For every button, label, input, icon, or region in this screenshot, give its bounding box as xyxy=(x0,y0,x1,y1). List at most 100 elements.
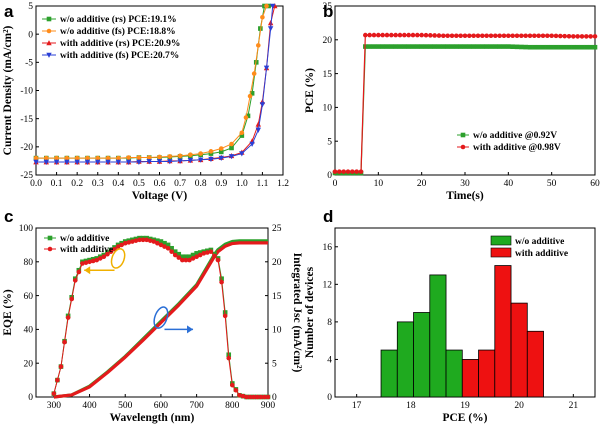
eqe-series-1-point xyxy=(187,257,192,263)
stability-series-1-point xyxy=(540,33,546,39)
x-tick-label: 1.0 xyxy=(236,179,248,189)
stability-series-1-point xyxy=(458,33,463,39)
jv-series-0-point xyxy=(229,145,234,151)
stability-series-0-line xyxy=(335,45,595,174)
stability-series-0-point xyxy=(389,44,394,49)
jv-series-1-point xyxy=(218,146,224,151)
legend-marker xyxy=(47,246,53,252)
stability-series-1-point xyxy=(358,169,364,174)
x-tick-label: 0.0 xyxy=(30,179,42,189)
stability-series-0-point xyxy=(497,44,502,49)
eqe-series-1-point xyxy=(72,278,78,283)
x-tick-label: 700 xyxy=(189,401,204,411)
jv-series-0-point xyxy=(239,133,245,138)
eqe-series-1-point xyxy=(205,250,210,255)
stability-series-1-point xyxy=(527,33,533,39)
jv-series-3-point xyxy=(228,154,235,160)
eqe-series-1-point xyxy=(101,254,107,260)
histogram-bar-1 xyxy=(478,349,496,398)
panel-d-histogram: 17 18 19 20 21 0 4 8 12 16 PCE (%) Number of device… xyxy=(304,227,596,424)
jv-series-3-point xyxy=(136,159,142,165)
stability-series-0-point xyxy=(510,44,515,49)
stability-series-1-point xyxy=(376,32,381,38)
y2-tick-label: 0 xyxy=(272,393,277,403)
stability-series-1-point xyxy=(406,32,411,38)
eqe-series-1-point xyxy=(169,249,174,254)
panel-a-letter: a xyxy=(4,2,14,21)
eqe-axis-ellipse xyxy=(110,248,126,269)
panel-c-letter: c xyxy=(4,207,13,226)
y-tick-label: 0 xyxy=(28,30,33,40)
panel-b-stability-chart: 0 10 20 30 40 50 60 0 5 10 15 20 25 Time(s) PCE (%) w/o… xyxy=(304,2,600,202)
stability-series-0-point xyxy=(514,44,520,50)
stability-series-1-point xyxy=(493,33,498,39)
jsc-axis-arrowhead xyxy=(187,325,194,334)
stability-series-0-point xyxy=(566,44,572,50)
eqe-series-0-point xyxy=(155,238,160,243)
eqe-series-1-point xyxy=(80,261,85,266)
stability-series-0-point xyxy=(549,44,554,50)
stability-series-1-point xyxy=(363,32,368,38)
stability-series-0-point xyxy=(393,44,398,49)
stability-series-1-point xyxy=(532,33,537,39)
jv-series-3-point xyxy=(249,141,255,147)
jv-series-3-point xyxy=(125,159,132,165)
stability-series-0-point xyxy=(501,44,507,49)
y-tick-label: 15 xyxy=(323,70,333,80)
eqe-series-0-point xyxy=(197,250,203,255)
jv-series-3-point xyxy=(267,26,274,32)
eqe-series-1-point xyxy=(201,251,207,256)
eqe-series-1-point xyxy=(51,391,57,396)
y-tick-label: 20 xyxy=(24,359,34,369)
y-tick-label: 10 xyxy=(323,104,333,114)
legend-marker xyxy=(47,235,53,241)
stability-series-1-point xyxy=(410,32,416,38)
jv-series-3-point xyxy=(208,156,214,163)
stability-series-1-point xyxy=(432,33,437,38)
eqe-series-1-point xyxy=(251,394,257,400)
y-tick-label: 40 xyxy=(24,326,34,336)
panel-a-jv-chart: 0.0 0.1 0.2 0.3 0.4 0.5 0.6 0.7 0.8 0.9 1.0 1.1 1.2 5… xyxy=(2,2,289,202)
x-tick-label: 0.4 xyxy=(112,179,124,189)
eqe-series-1-point xyxy=(65,315,71,320)
eqe-series-0-point xyxy=(180,254,185,260)
legend-swatch xyxy=(490,235,512,246)
histogram-bar-1 xyxy=(526,330,544,398)
x-tick-label: 0 xyxy=(333,179,338,189)
y2-tick-label: 15 xyxy=(272,292,282,302)
legend-label: with additive (fs) PCE:20.7% xyxy=(60,50,179,61)
jv-series-3-point xyxy=(43,159,49,165)
eqe-series-0-point xyxy=(219,276,224,281)
jv-series-1-point xyxy=(188,152,193,158)
stability-series-0-point xyxy=(588,44,593,50)
stability-series-0-point xyxy=(592,44,598,50)
x-tick-label: 50 xyxy=(547,179,557,189)
stability-series-0-point xyxy=(458,44,463,49)
y-tick-label: 20 xyxy=(323,36,333,46)
legend-label: w/o additive (rs) PCE:19.1% xyxy=(60,14,177,25)
stability-series-1-point xyxy=(415,32,420,38)
eqe-series-1-point xyxy=(240,393,246,399)
y2-axis-title: Integrated Jsc (mA/cm²) xyxy=(291,253,303,373)
jv-series-3-point xyxy=(187,158,194,164)
y-tick-label: -20 xyxy=(20,143,33,153)
stability-series-1-point xyxy=(566,33,572,39)
y-tick-label: 0 xyxy=(327,393,332,403)
eqe-series-1-point xyxy=(140,237,146,243)
x-tick-label: 10 xyxy=(374,179,384,189)
jv-series-3-point xyxy=(156,159,163,165)
histogram-bar-0 xyxy=(380,349,398,398)
jv-series-3-point xyxy=(218,155,224,161)
eqe-series-0-point xyxy=(176,251,182,257)
panel-d-letter: d xyxy=(323,207,333,226)
stability-series-0-point xyxy=(484,44,489,49)
jv-series-3-point xyxy=(64,159,70,165)
jv-series-1-point xyxy=(126,155,131,160)
jv-series-1-point xyxy=(33,155,39,161)
eqe-series-0-point xyxy=(165,242,171,248)
stability-series-1-point xyxy=(337,169,342,174)
stability-series-0-point xyxy=(540,44,546,50)
y-tick-label: 25 xyxy=(323,2,333,12)
stability-series-1-point xyxy=(419,32,424,38)
stability-series-0-point xyxy=(432,44,437,49)
